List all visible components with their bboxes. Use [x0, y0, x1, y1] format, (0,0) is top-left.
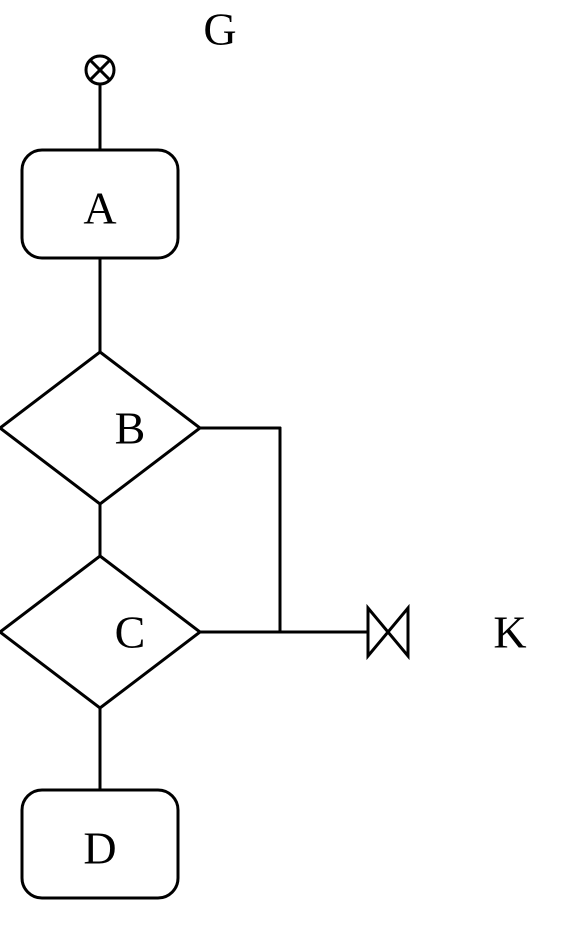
- label-K: K: [493, 607, 526, 658]
- label-G: G: [203, 4, 236, 55]
- flowchart-canvas: G A B C D K: [0, 0, 576, 932]
- decision-B-label: B: [115, 403, 146, 454]
- decision-B: [0, 352, 200, 504]
- decision-C: [0, 556, 200, 708]
- process-D-label: D: [83, 823, 116, 874]
- decision-C-label: C: [115, 607, 146, 658]
- valve-icon: [368, 608, 408, 656]
- nodes-layer: G A B C D K: [0, 4, 527, 899]
- process-A-label: A: [83, 183, 116, 234]
